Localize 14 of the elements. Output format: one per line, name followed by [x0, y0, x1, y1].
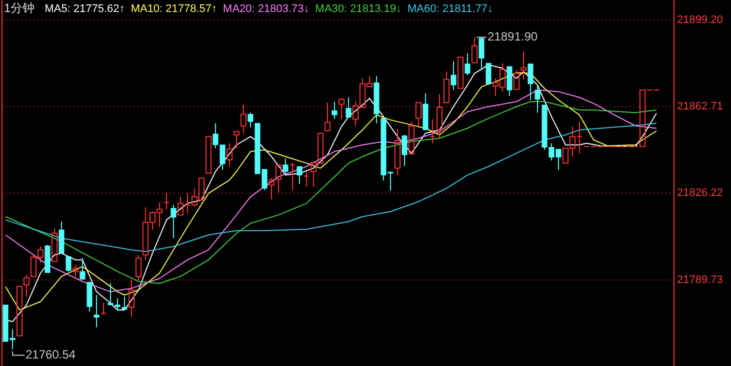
- text: MA10: 21778.57↑: [130, 3, 218, 15]
- text: MA30: 21813.19↓: [315, 3, 402, 15]
- y-tick-label: 21826.22: [677, 187, 723, 200]
- y-tick-label: 21789.73: [677, 274, 723, 286]
- annotation: 21760.54: [26, 347, 76, 362]
- y-tick-label: 21862.71: [677, 100, 723, 113]
- text: MA5: 21775.62↑: [44, 3, 125, 15]
- annotation: 21891.90: [476, 29, 538, 44]
- text: MA60: 21811.77↓: [408, 3, 493, 15]
- annotation: 21760.54: [12, 347, 76, 362]
- text: MA20: 21803.73↓: [223, 3, 310, 15]
- chart-title: 1分钟: [4, 1, 35, 15]
- y-tick-label: 21899.20: [677, 14, 723, 26]
- annotation: 21891.90: [488, 29, 538, 44]
